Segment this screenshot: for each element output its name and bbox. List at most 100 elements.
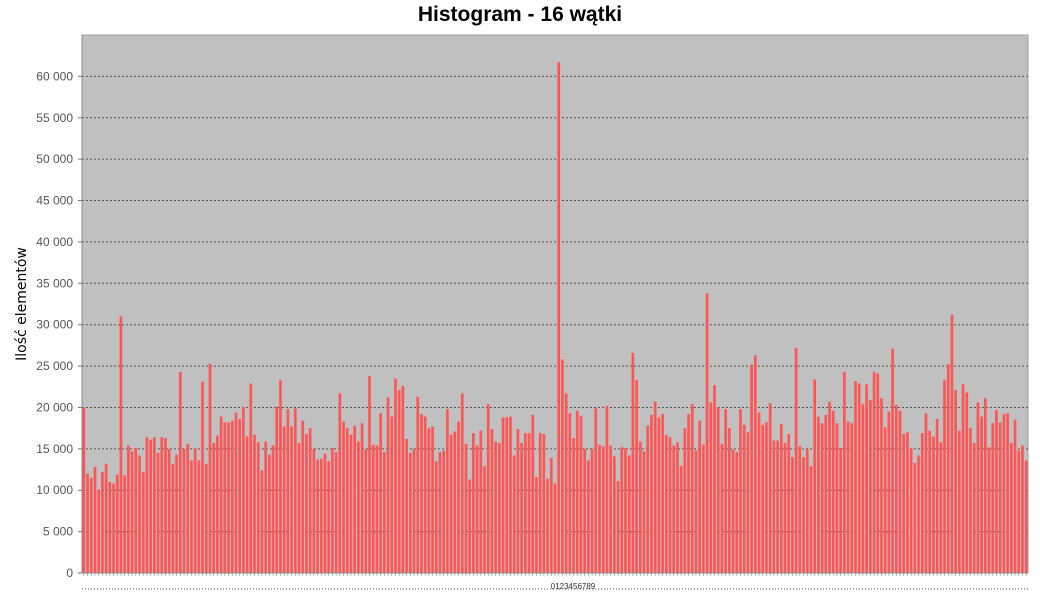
y-tick-label: 50 000 — [36, 152, 73, 166]
histogram-bar — [661, 414, 664, 573]
histogram-bar — [535, 476, 538, 573]
histogram-bar — [716, 407, 720, 573]
histogram-bar — [290, 426, 293, 573]
histogram-bar — [230, 420, 234, 573]
histogram-bar — [1017, 450, 1021, 573]
histogram-bar — [245, 436, 249, 573]
histogram-bar — [238, 419, 241, 573]
histogram-bar — [234, 412, 238, 573]
histogram-bar — [1002, 414, 1006, 573]
histogram-bar — [969, 428, 972, 573]
histogram-bar — [928, 430, 932, 573]
histogram-bar — [227, 422, 230, 573]
histogram-bar — [383, 452, 386, 573]
histogram-bar — [932, 436, 935, 573]
histogram-bar — [509, 416, 512, 573]
histogram-bar — [802, 457, 805, 573]
histogram-bar — [453, 431, 457, 573]
histogram-bar — [720, 443, 724, 573]
histogram-bar — [972, 443, 976, 573]
histogram-bar — [438, 452, 442, 573]
histogram-bar — [523, 433, 527, 573]
histogram-bar — [846, 421, 850, 573]
histogram-bar — [794, 347, 798, 573]
histogram-bar — [379, 413, 382, 573]
histogram-bar — [594, 408, 598, 573]
histogram-bar — [668, 437, 672, 573]
histogram-bar — [242, 406, 245, 573]
histogram-bar — [297, 443, 301, 573]
histogram-bar — [204, 463, 208, 573]
histogram-bar — [208, 363, 212, 573]
histogram-bar — [705, 293, 709, 573]
histogram-bar — [156, 452, 160, 573]
histogram-bar — [690, 404, 694, 573]
histogram-bar — [987, 447, 991, 573]
histogram-bar — [449, 434, 453, 573]
histogram-bar — [197, 460, 201, 573]
histogram-bar — [260, 470, 264, 573]
histogram-bar — [598, 444, 601, 573]
histogram-bar — [1009, 443, 1013, 573]
histogram-bar — [824, 414, 828, 573]
histogram-bar — [434, 461, 438, 573]
histogram-bar — [579, 415, 583, 573]
histogram-bar — [642, 451, 646, 573]
histogram-bar — [486, 404, 490, 573]
histogram-bar — [345, 428, 349, 573]
histogram-bar — [880, 398, 883, 573]
histogram-bar — [308, 428, 312, 573]
histogram-bar — [256, 442, 260, 573]
histogram-bar — [364, 449, 368, 573]
histogram-bar — [175, 454, 178, 573]
histogram-bar — [394, 378, 397, 573]
histogram-bar — [112, 483, 115, 573]
histogram-bar — [624, 448, 627, 573]
histogram-bar — [739, 409, 742, 573]
histogram-bar — [1021, 445, 1024, 573]
histogram-bar — [145, 437, 149, 573]
histogram-bar — [650, 414, 653, 573]
histogram-bar — [397, 390, 401, 573]
histogram-bar — [872, 371, 876, 573]
histogram-bar — [93, 467, 97, 573]
histogram-bar — [219, 416, 223, 573]
histogram-bar — [961, 384, 965, 573]
histogram-bar — [553, 483, 557, 573]
histogram-bar — [854, 380, 857, 573]
histogram-bar — [761, 424, 765, 573]
histogram-bar — [676, 442, 679, 573]
histogram-bar — [190, 460, 193, 573]
histogram-bar — [787, 433, 791, 573]
histogram-bar — [735, 452, 739, 573]
histogram-bar — [694, 450, 698, 573]
histogram-bar — [178, 371, 182, 573]
y-tick-label: 15 000 — [36, 442, 73, 456]
y-tick-label: 60 000 — [36, 69, 73, 83]
histogram-bar — [371, 444, 375, 573]
histogram-bar — [861, 404, 865, 573]
histogram-bar — [664, 434, 668, 573]
histogram-bar — [501, 417, 505, 573]
histogram-bar — [338, 393, 342, 573]
histogram-bar — [164, 438, 167, 573]
histogram-bar — [286, 409, 290, 573]
histogram-bar — [776, 440, 779, 573]
histogram-bar — [249, 383, 253, 573]
histogram-bar — [253, 434, 256, 573]
histogram-bar — [768, 403, 772, 573]
histogram-bar — [457, 421, 460, 573]
histogram-bar — [869, 400, 872, 573]
histogram-bar — [657, 417, 661, 573]
histogram-bar — [631, 352, 635, 573]
histogram-bar — [212, 443, 216, 573]
histogram-bar — [709, 402, 713, 573]
histogram-bar — [390, 416, 394, 573]
histogram-bar — [475, 445, 479, 573]
histogram-bar — [323, 453, 327, 573]
histogram-bar — [498, 443, 501, 573]
histogram-bar — [724, 409, 727, 573]
histogram-bar — [653, 401, 657, 573]
histogram-bar — [950, 314, 954, 573]
histogram-bar — [698, 420, 702, 573]
